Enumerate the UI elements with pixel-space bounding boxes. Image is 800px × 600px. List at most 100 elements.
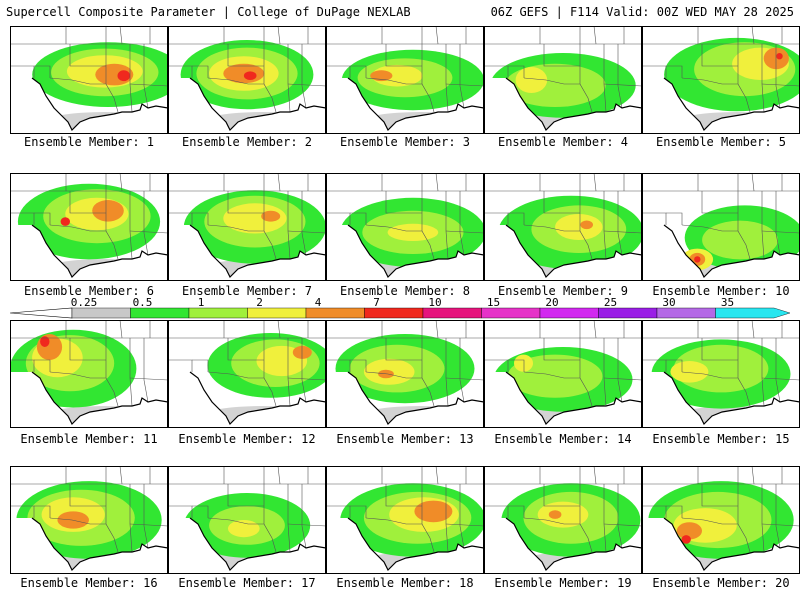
legend-swatch bbox=[247, 307, 307, 319]
state-border bbox=[277, 26, 281, 45]
ensemble-map-1 bbox=[10, 26, 168, 134]
member-label: Ensemble Member: 2 bbox=[181, 135, 313, 149]
map-plot bbox=[484, 466, 642, 574]
legend-swatch bbox=[715, 307, 790, 319]
state-border bbox=[445, 523, 484, 527]
state-border bbox=[543, 338, 580, 361]
ensemble-map-3 bbox=[326, 26, 484, 134]
state-border bbox=[49, 517, 106, 525]
scp-contour-fill bbox=[414, 500, 453, 523]
state-border bbox=[365, 224, 422, 232]
state-border bbox=[365, 371, 422, 379]
coastline bbox=[31, 371, 168, 426]
state-border bbox=[34, 212, 51, 225]
ensemble-map-8 bbox=[326, 173, 484, 281]
legend-swatch bbox=[130, 307, 190, 319]
scp-contour-fill bbox=[676, 522, 702, 540]
state-border bbox=[617, 338, 623, 403]
map-plot bbox=[10, 466, 168, 574]
state-border bbox=[207, 224, 264, 232]
map-plot bbox=[168, 173, 326, 281]
state-border bbox=[701, 191, 738, 214]
scp-contour-fill bbox=[371, 64, 423, 87]
state-border bbox=[751, 320, 755, 339]
coastline bbox=[189, 224, 326, 279]
map-plot bbox=[642, 26, 800, 134]
state-border bbox=[365, 517, 422, 525]
state-border bbox=[666, 359, 683, 372]
state-border bbox=[523, 224, 580, 232]
state-border bbox=[350, 359, 367, 372]
state-border bbox=[435, 26, 439, 45]
gulf-water-mask bbox=[326, 225, 484, 281]
legend-tick-label: 10 bbox=[428, 296, 442, 309]
legend-tick-label: 0.25 bbox=[70, 296, 98, 309]
map-plot bbox=[168, 466, 326, 574]
coastline bbox=[505, 517, 642, 572]
member-label: Ensemble Member: 3 bbox=[339, 135, 471, 149]
ensemble-map-7 bbox=[168, 173, 326, 281]
state-border bbox=[579, 191, 593, 260]
legend-tick-label: 30 bbox=[662, 296, 676, 309]
map-plot bbox=[642, 466, 800, 574]
ensemble-map-19 bbox=[484, 466, 642, 574]
member-label: Ensemble Member: 17 bbox=[178, 576, 316, 590]
state-border bbox=[603, 377, 642, 381]
state-border bbox=[105, 44, 119, 113]
coastline bbox=[347, 77, 484, 132]
map-plot bbox=[484, 173, 642, 281]
ensemble-map-6 bbox=[10, 173, 168, 281]
legend-tick-label: 1 bbox=[197, 296, 205, 309]
scp-contour-fill bbox=[60, 217, 70, 226]
gulf-water-mask bbox=[168, 78, 326, 134]
state-border bbox=[287, 230, 326, 234]
state-border bbox=[301, 338, 307, 403]
state-border bbox=[459, 44, 465, 109]
state-border bbox=[34, 65, 51, 78]
state-border bbox=[761, 523, 800, 527]
map-plot bbox=[326, 466, 484, 574]
coastline bbox=[31, 77, 168, 132]
gulf-water-mask bbox=[168, 372, 326, 428]
state-border bbox=[227, 338, 264, 361]
state-border bbox=[263, 484, 277, 553]
scp-contour-fill bbox=[670, 361, 709, 383]
gulf-water-mask bbox=[10, 372, 168, 428]
scp-contour-fill bbox=[515, 67, 548, 93]
state-border bbox=[277, 466, 281, 485]
state-border bbox=[69, 338, 106, 361]
state-border bbox=[459, 484, 465, 549]
state-border bbox=[34, 359, 51, 372]
run-valid-time: 06Z GEFS | F114 Valid: 00Z WED MAY 28 20… bbox=[490, 5, 794, 19]
state-border bbox=[681, 224, 738, 232]
scp-contour-fill bbox=[763, 47, 789, 70]
legend-swatch bbox=[71, 307, 131, 319]
state-border bbox=[69, 191, 106, 214]
legend-tick-label: 2 bbox=[256, 296, 263, 309]
state-border bbox=[49, 77, 106, 85]
state-border bbox=[119, 173, 123, 192]
state-border bbox=[603, 83, 642, 87]
state-border bbox=[617, 484, 623, 549]
coastline bbox=[505, 77, 642, 132]
legend-swatch bbox=[656, 307, 716, 319]
member-label: Ensemble Member: 9 bbox=[497, 284, 629, 298]
gulf-water-mask bbox=[326, 78, 484, 134]
coastline bbox=[189, 77, 326, 132]
state-border bbox=[365, 77, 422, 85]
ensemble-map-15 bbox=[642, 320, 800, 428]
map-plot bbox=[168, 320, 326, 428]
state-border bbox=[129, 83, 168, 87]
state-border bbox=[543, 191, 580, 214]
scp-contour-fill bbox=[514, 354, 533, 372]
state-border bbox=[579, 44, 593, 113]
scp-contour-fill bbox=[370, 70, 393, 82]
map-plot bbox=[326, 320, 484, 428]
map-plot bbox=[326, 26, 484, 134]
gulf-water-mask bbox=[10, 78, 168, 134]
state-border bbox=[435, 320, 439, 339]
coastline bbox=[347, 371, 484, 426]
ensemble-map-17 bbox=[168, 466, 326, 574]
state-border bbox=[143, 191, 149, 256]
gulf-water-mask bbox=[484, 518, 642, 574]
